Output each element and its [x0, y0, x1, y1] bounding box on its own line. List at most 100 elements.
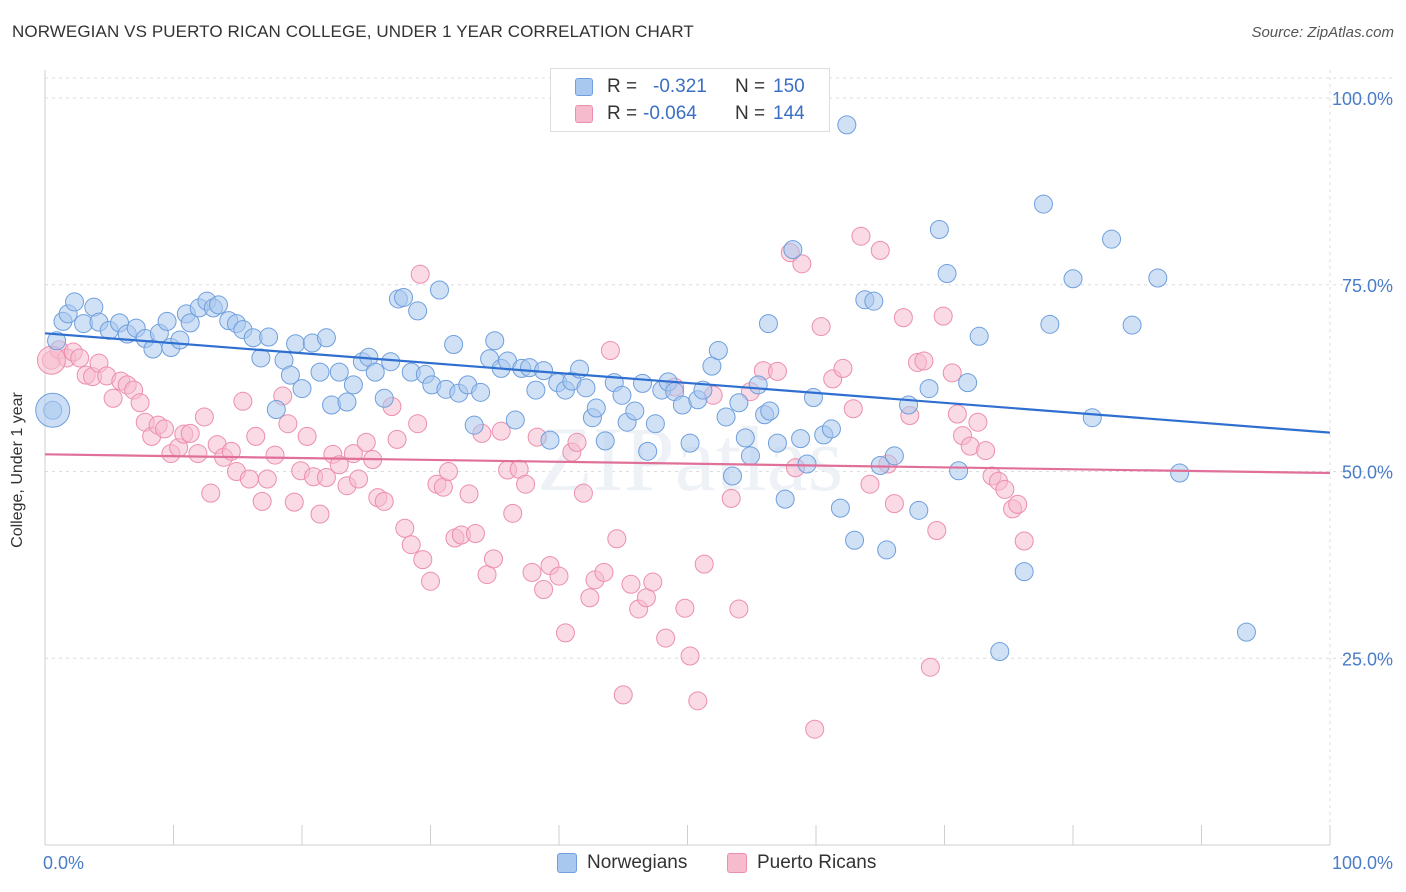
puerto-rican-point [995, 479, 1015, 499]
norwegian-point [180, 313, 200, 333]
norwegian-point [638, 441, 658, 461]
legend-swatch-puerto-ricans [575, 105, 593, 123]
puerto-rican-point [968, 412, 988, 432]
legend-n-value: 150 [773, 76, 805, 97]
source-label: Source: ZipAtlas.com [1251, 24, 1394, 41]
legend-r-value: -0.321 [653, 76, 707, 97]
norwegian-point [864, 291, 884, 311]
puerto-rican-point [933, 306, 953, 326]
norwegians-swatch [557, 853, 577, 873]
norwegian-point [429, 280, 449, 300]
norwegian-point [837, 115, 857, 135]
puerto-rican-point [594, 562, 614, 582]
norwegian-point [471, 382, 491, 402]
puerto-rican-point [257, 469, 277, 489]
puerto-ricans-trend-line [44, 453, 1331, 475]
norwegians-label: Norwegians [587, 852, 688, 873]
y-tick-label: 100.0% [1332, 89, 1393, 109]
puerto-rican-point [70, 348, 90, 368]
norwegian-point [1063, 269, 1083, 289]
puerto-rican-point [694, 554, 714, 574]
y-tick-label: 25.0% [1342, 649, 1393, 669]
puerto-rican-point [491, 421, 511, 441]
norwegian-point [381, 352, 401, 372]
x-tick-label-max: 100.0% [1332, 853, 1393, 873]
puerto-rican-point [555, 623, 575, 643]
norwegian-point [65, 292, 85, 312]
norwegian-point [708, 340, 728, 360]
puerto-ricans-label: Puerto Ricans [757, 852, 877, 873]
norwegian-point [949, 461, 969, 481]
legend-r-value: -0.064 [643, 103, 697, 124]
puerto-rican-point [180, 423, 200, 443]
norwegian-point [775, 489, 795, 509]
puerto-rican-point [573, 483, 593, 503]
norwegian-point [830, 498, 850, 518]
norwegian-point [1236, 622, 1256, 642]
norwegian-cluster-point [35, 392, 71, 428]
norwegian-point [1148, 268, 1168, 288]
norwegian-point [760, 401, 780, 421]
puerto-rican-point [851, 226, 871, 246]
norwegian-point [821, 419, 841, 439]
norwegian-point [259, 327, 279, 347]
puerto-rican-point [401, 535, 421, 555]
y-tick-label: 50.0% [1342, 463, 1393, 483]
puerto-rican-point [600, 340, 620, 360]
puerto-rican-point [265, 445, 285, 465]
puerto-rican-point [408, 414, 428, 434]
legend-n-value: 144 [773, 103, 805, 124]
puerto-rican-point [130, 393, 150, 413]
norwegian-point [485, 331, 505, 351]
puerto-rican-point [893, 308, 913, 328]
puerto-rican-cluster-point [36, 345, 66, 375]
puerto-ricans-swatch [727, 853, 747, 873]
norwegian-point [722, 466, 742, 486]
norwegian-point [612, 385, 632, 405]
norwegian-point [758, 314, 778, 334]
norwegian-point [505, 410, 525, 430]
norwegian-point [337, 392, 357, 412]
legend-n-label: N = [735, 76, 766, 97]
legend-row-norwegians: R = -0.321 N = 150 [575, 76, 805, 98]
puerto-rican-point [1008, 494, 1028, 514]
puerto-rican-point [914, 351, 934, 371]
puerto-rican-point [942, 363, 962, 383]
norwegian-point [1082, 408, 1102, 428]
norwegian-point [343, 375, 363, 395]
puerto-ricans-points [36, 226, 1034, 739]
norwegian-point [374, 388, 394, 408]
puerto-rican-point [459, 484, 479, 504]
legend-swatch-norwegians [575, 78, 593, 96]
norwegian-point [329, 362, 349, 382]
puerto-rican-point [680, 646, 700, 666]
norwegian-point [735, 428, 755, 448]
norwegian-point [394, 287, 414, 307]
puerto-rican-point [155, 419, 175, 439]
legend-item-norwegians[interactable]: Norwegians [557, 852, 687, 874]
puerto-rican-point [239, 469, 259, 489]
norwegian-point [969, 326, 989, 346]
puerto-rican-point [516, 474, 536, 494]
norwegian-point [266, 399, 286, 419]
norwegian-point [1170, 463, 1190, 483]
norwegian-point [748, 375, 768, 395]
x-tick-label-min: 0.0% [43, 853, 84, 873]
puerto-rican-point [675, 598, 695, 618]
puerto-rican-point [613, 685, 633, 705]
puerto-rican-point [927, 521, 947, 541]
norwegian-point [680, 433, 700, 453]
puerto-rican-point [767, 361, 787, 381]
norwegian-point [365, 362, 385, 382]
legend-r-label: R = [607, 76, 638, 97]
norwegian-point [576, 378, 596, 398]
puerto-rican-point [103, 388, 123, 408]
puerto-rican-point [1014, 531, 1034, 551]
legend-item-puerto-ricans[interactable]: Puerto Ricans [727, 852, 876, 874]
puerto-rican-point [549, 566, 569, 586]
puerto-rican-point [884, 494, 904, 514]
norwegians-trend-line [44, 332, 1331, 434]
puerto-rican-point [201, 483, 221, 503]
norwegian-point [767, 433, 787, 453]
